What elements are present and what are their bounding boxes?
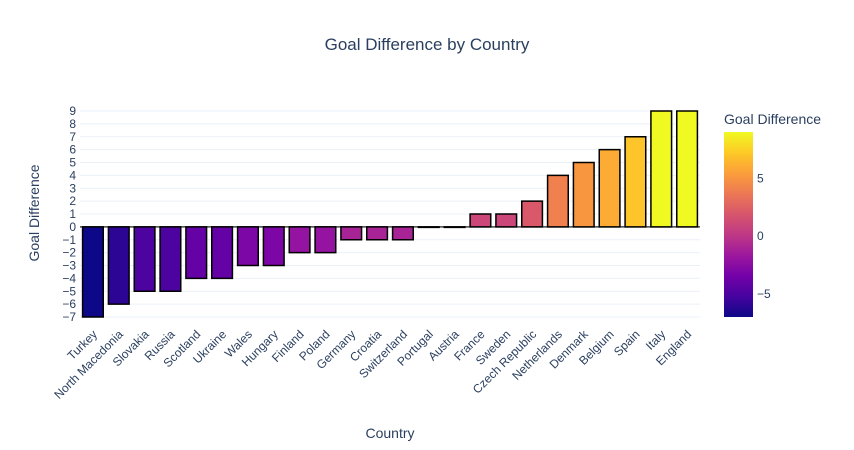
bar[interactable] — [340, 226, 363, 241]
y-tick-label: −5 — [62, 284, 76, 298]
bar[interactable] — [443, 226, 466, 229]
bar[interactable] — [417, 226, 440, 229]
y-tick-label: 5 — [69, 156, 76, 170]
bar[interactable] — [624, 136, 647, 228]
gridlines — [80, 110, 700, 318]
bar[interactable] — [159, 226, 182, 292]
bar[interactable] — [366, 226, 389, 241]
bar[interactable] — [495, 213, 518, 228]
bar[interactable] — [572, 161, 595, 228]
colorbar-tick-label: 5 — [757, 171, 764, 185]
colorbar-tick-label: 0 — [757, 229, 764, 243]
bar[interactable] — [676, 110, 699, 228]
y-tick-label: 2 — [69, 194, 76, 208]
bar[interactable] — [133, 226, 156, 292]
y-tick-label: 9 — [69, 104, 76, 118]
colorbar-tick-label: −5 — [757, 287, 771, 301]
y-tick-label: −6 — [62, 297, 76, 311]
y-tick-label: 8 — [69, 117, 76, 131]
bar[interactable] — [288, 226, 311, 254]
bar[interactable] — [236, 226, 259, 267]
bar[interactable] — [211, 226, 234, 280]
y-tick-label: 0 — [69, 220, 76, 234]
colorbar-title: Goal Difference — [724, 111, 821, 127]
y-tick-label: −1 — [62, 233, 76, 247]
bars — [81, 110, 699, 318]
bar[interactable] — [546, 174, 569, 228]
bar[interactable] — [262, 226, 285, 267]
x-tick-label: Spain — [611, 327, 643, 359]
bar[interactable] — [598, 148, 621, 228]
y-axis-title: Goal Difference — [26, 164, 42, 261]
y-tick-label: −7 — [62, 310, 76, 324]
y-tick-label: 6 — [69, 143, 76, 157]
x-axis-title: Country — [365, 425, 414, 441]
bar[interactable] — [391, 226, 415, 241]
bar[interactable] — [107, 226, 130, 305]
y-tick-label: 3 — [69, 181, 76, 195]
y-tick-label: 7 — [69, 130, 76, 144]
bar[interactable] — [469, 213, 492, 228]
bar[interactable] — [185, 226, 208, 280]
bar[interactable] — [81, 226, 105, 318]
colorbar — [724, 132, 753, 317]
y-tick-label: −4 — [62, 271, 76, 285]
chart-title: Goal Difference by Country — [325, 35, 530, 54]
y-tick-label: −2 — [62, 246, 76, 260]
colorbar-ticks: 5 0 −5 — [757, 171, 771, 301]
bar[interactable] — [314, 226, 337, 254]
y-tick-label: 1 — [69, 207, 76, 221]
bar[interactable] — [521, 200, 544, 228]
y-tick-label: 4 — [69, 168, 76, 182]
y-tick-label: −3 — [62, 259, 76, 273]
bar[interactable] — [650, 110, 673, 228]
